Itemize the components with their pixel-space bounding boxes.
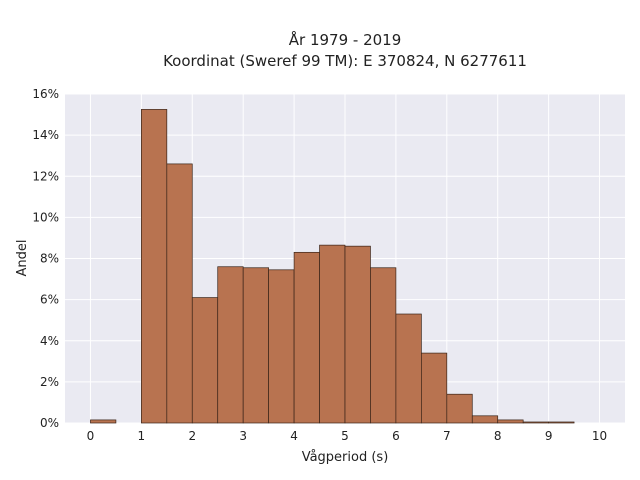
- x-tick-label: 9: [545, 429, 553, 443]
- x-tick-label: 6: [392, 429, 400, 443]
- histogram-bar-6: [242, 267, 269, 424]
- x-tick-label: 3: [239, 429, 247, 443]
- x-axis-label: Vågperiod (s): [302, 450, 389, 465]
- histogram-bar-0: [90, 419, 117, 424]
- x-tick-label: 4: [290, 429, 298, 443]
- histogram-bar-5: [217, 266, 244, 424]
- x-tick-label: 10: [592, 429, 607, 443]
- histogram-bar-4: [191, 297, 219, 424]
- x-tick-label: 5: [341, 429, 349, 443]
- x-tick-label: 8: [494, 429, 502, 443]
- y-tick-label: 14%: [32, 128, 59, 142]
- x-tick-label: 2: [188, 429, 196, 443]
- y-tick-label: 0%: [40, 416, 59, 430]
- y-tick-label: 16%: [32, 87, 59, 101]
- histogram-bar-16: [497, 419, 524, 424]
- x-tick-label: 7: [443, 429, 451, 443]
- histogram-bar-3: [166, 163, 193, 424]
- x-tick-label: 0: [87, 429, 95, 443]
- histogram-bar-13: [421, 352, 448, 424]
- histogram-bar-10: [344, 245, 371, 424]
- y-tick-label: 6%: [40, 293, 59, 307]
- y-tick-label: 4%: [40, 334, 59, 348]
- histogram-bar-7: [268, 269, 295, 424]
- y-axis-label: Andel: [15, 240, 30, 277]
- histogram-bar-17: [522, 421, 549, 424]
- histogram-bar-2: [141, 109, 168, 424]
- y-tick-label: 2%: [40, 375, 59, 389]
- y-tick-label: 8%: [40, 252, 59, 266]
- histogram-bar-14: [446, 393, 473, 424]
- histogram-bar-15: [471, 415, 499, 424]
- y-tick-label: 10%: [32, 210, 59, 224]
- histogram-bar-9: [319, 244, 346, 424]
- histogram-bars: [90, 109, 575, 424]
- y-tick-label: 12%: [32, 169, 59, 183]
- chart-title-line-2: Koordinat (Sweref 99 TM): E 370824, N 62…: [163, 52, 527, 70]
- histogram-bar-11: [370, 267, 397, 424]
- chart-title-line-1: År 1979 - 2019: [289, 30, 402, 49]
- x-tick-label: 1: [138, 429, 146, 443]
- y-axis-ticks: 0% 2% 4% 6% 8% 10% 12% 14% 16%: [32, 87, 59, 430]
- x-axis-ticks: 0 1 2 3 4 5 6 7 8 9 10: [87, 429, 608, 443]
- histogram-bar-8: [293, 251, 320, 424]
- histogram-bar-12: [395, 313, 422, 424]
- histogram-bar-18: [548, 421, 575, 424]
